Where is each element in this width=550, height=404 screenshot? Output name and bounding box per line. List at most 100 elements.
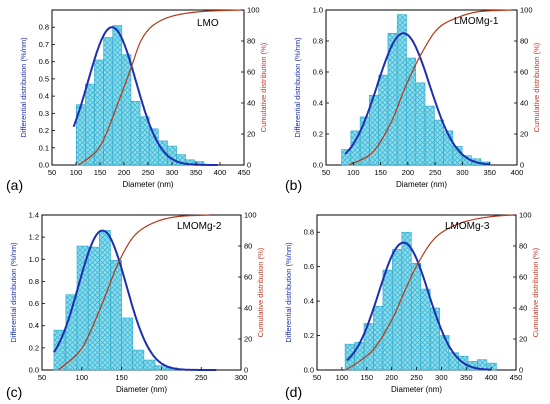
gaussian-fit-curve (53, 229, 217, 371)
y2-tick-label: 60 (520, 68, 528, 77)
x-tick-label: 250 (410, 373, 423, 382)
histogram-bar (132, 349, 145, 371)
histogram-bar (410, 262, 422, 371)
y-axis-ticks: 0.0 0.2 0.4 0.6 0.8 1.0 (313, 6, 329, 170)
histogram-bar (53, 329, 66, 371)
x-tick-label: 100 (70, 168, 83, 177)
y-tick-label: 0.0 (313, 161, 323, 170)
y2-tick-label: 20 (519, 335, 527, 344)
x-tick-label: 50 (48, 168, 56, 177)
y2-tick-label: 80 (519, 242, 527, 251)
x-tick-label: 400 (511, 168, 524, 177)
y2-tick-label: 100 (244, 211, 257, 220)
sample-label: LMOMg-1 (454, 16, 499, 27)
x-tick-label: 150 (374, 168, 387, 177)
y-tick-label: 0.6 (313, 68, 323, 77)
cumulative-curve (57, 214, 210, 371)
y2-tick-label: 40 (244, 304, 252, 313)
histogram-bar (439, 335, 450, 371)
y2-axis-ticks: 0 20 40 60 80 100 (238, 211, 257, 375)
x-tick-label: 250 (142, 168, 155, 177)
x-tick-label: 50 (322, 168, 330, 177)
y-tick-label: 1.0 (313, 6, 323, 15)
histogram-bar (434, 119, 444, 166)
gaussian-fit-curve (344, 32, 490, 166)
y-axis-ticks: 0.0 0.2 0.4 0.6 0.8 (304, 228, 320, 375)
y-tick-label: 0.3 (39, 109, 49, 118)
x-tick-label: 200 (402, 168, 415, 177)
y-tick-label: 0.8 (304, 228, 314, 237)
y-tick-label: 0.4 (39, 92, 49, 101)
histogram-bar (448, 352, 459, 371)
y-tick-label: 0.6 (39, 57, 49, 66)
bars (341, 14, 491, 166)
y-tick-label: 0.4 (29, 321, 39, 330)
histogram-bar (396, 14, 407, 166)
x-tick-label: 100 (336, 373, 349, 382)
x-axis-label: Diameter (nm) (122, 180, 173, 189)
y-axis-label: Differential distribution (%/nm) (19, 37, 28, 138)
y2-axis-ticks: 0 20 40 60 80 100 (514, 6, 533, 170)
y2-tick-label: 60 (519, 273, 527, 282)
y-tick-label: 0.2 (313, 130, 323, 139)
x-axis-ticks: 50 100 150 200 250 300 350 400 450 (313, 367, 522, 382)
y2-axis-label: Cumulative distribution (%) (256, 247, 265, 337)
histogram-bar (139, 116, 150, 166)
y-tick-label: 0.8 (39, 23, 49, 32)
histogram-bar (401, 231, 412, 371)
x-tick-label: 150 (115, 373, 128, 382)
y-tick-label: 1.0 (29, 255, 39, 264)
x-tick-label: 450 (238, 168, 251, 177)
x-axis-ticks: 50 100 150 200 250 300 350 400 (322, 162, 523, 177)
gaussian-fit-curve (72, 26, 218, 166)
histogram-bar (424, 105, 435, 166)
cumulative-curve (78, 9, 242, 166)
x-tick-label: 250 (195, 373, 208, 382)
y2-tick-label: 0 (519, 366, 523, 375)
y2-axis-label: Cumulative distribution (%) (532, 42, 541, 132)
x-tick-label: 300 (166, 168, 179, 177)
histogram-bar (103, 37, 114, 166)
y-tick-label: 0.4 (313, 99, 323, 108)
y2-tick-label: 100 (519, 211, 532, 220)
sample-label: LMOMg-2 (177, 221, 222, 232)
y-tick-label: 0.8 (29, 277, 39, 286)
y-axis-ticks: 0.0 0.2 0.4 0.6 0.8 1.0 1.2 1.4 (29, 211, 45, 375)
y-tick-label: 0.6 (29, 299, 39, 308)
x-tick-label: 150 (360, 373, 373, 382)
y-tick-label: 0.0 (39, 161, 49, 170)
y-tick-label: 1.4 (29, 211, 39, 220)
x-tick-label: 400 (485, 373, 498, 382)
y-axis-ticks: 0.0 0.1 0.2 0.3 0.4 0.5 0.6 0.7 0.8 (39, 23, 55, 170)
x-tick-label: 300 (235, 373, 248, 382)
x-tick-label: 300 (435, 373, 448, 382)
y2-tick-label: 80 (247, 37, 255, 46)
bars (344, 231, 497, 371)
x-tick-label: 200 (385, 373, 398, 382)
histogram-bar (354, 342, 365, 371)
x-tick-label: 400 (214, 168, 227, 177)
y2-tick-label: 80 (244, 242, 252, 251)
histogram-bar (94, 59, 104, 166)
x-tick-label: 450 (510, 373, 523, 382)
y-axis-label: Differential distribution (%/nm) (284, 242, 293, 343)
y2-tick-label: 20 (520, 130, 528, 139)
x-axis-ticks: 50 100 150 200 250 300 350 400 450 (48, 162, 250, 177)
y-tick-label: 0.0 (29, 366, 39, 375)
sample-label: LMO (197, 18, 219, 29)
y2-tick-label: 20 (244, 335, 252, 344)
x-tick-label: 350 (460, 373, 473, 382)
y2-axis-label: Cumulative distribution (%) (531, 247, 540, 337)
panel-label: (b) (285, 177, 302, 193)
x-tick-label: 50 (38, 373, 46, 382)
y2-tick-label: 40 (247, 99, 255, 108)
y2-tick-label: 0 (520, 161, 524, 170)
y2-tick-label: 0 (244, 366, 248, 375)
y-axis-label: Differential distribution (%/nm) (293, 37, 302, 138)
histogram-bar (110, 260, 122, 371)
x-tick-label: 200 (155, 373, 168, 382)
histogram-bar (99, 230, 111, 371)
y-tick-label: 0.2 (29, 343, 39, 352)
histogram-bar (87, 246, 100, 371)
bars (53, 230, 178, 371)
